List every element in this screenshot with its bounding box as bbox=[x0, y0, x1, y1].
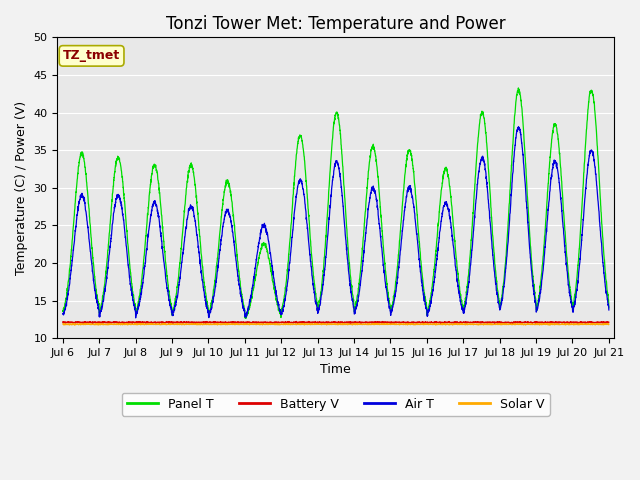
Air T bbox=[132, 315, 140, 321]
Air T bbox=[292, 193, 300, 199]
Battery V bbox=[595, 320, 602, 325]
Solar V bbox=[122, 321, 129, 327]
Solar V bbox=[512, 321, 520, 326]
Air T bbox=[536, 295, 543, 300]
Solar V bbox=[268, 321, 276, 327]
Panel T bbox=[595, 161, 602, 167]
Line: Air T: Air T bbox=[63, 127, 609, 318]
Battery V bbox=[59, 319, 67, 324]
Solar V bbox=[292, 321, 300, 327]
Air T bbox=[154, 208, 161, 214]
Air T bbox=[122, 232, 129, 238]
Battery V bbox=[122, 320, 129, 325]
Air T bbox=[605, 307, 612, 313]
Battery V bbox=[292, 320, 300, 325]
Battery V bbox=[536, 319, 543, 325]
Battery V bbox=[605, 319, 612, 325]
Panel T bbox=[292, 156, 300, 162]
Panel T bbox=[515, 85, 522, 91]
Panel T bbox=[241, 315, 249, 321]
Line: Battery V: Battery V bbox=[63, 322, 609, 324]
Air T bbox=[269, 264, 276, 269]
Panel T bbox=[122, 207, 129, 213]
Battery V bbox=[320, 321, 328, 326]
Battery V bbox=[268, 320, 276, 325]
Title: Tonzi Tower Met: Temperature and Power: Tonzi Tower Met: Temperature and Power bbox=[166, 15, 506, 33]
Text: TZ_tmet: TZ_tmet bbox=[63, 49, 120, 62]
Legend: Panel T, Battery V, Air T, Solar V: Panel T, Battery V, Air T, Solar V bbox=[122, 393, 550, 416]
Air T bbox=[595, 204, 602, 210]
Battery V bbox=[292, 319, 300, 324]
Battery V bbox=[154, 319, 161, 325]
X-axis label: Time: Time bbox=[321, 363, 351, 376]
Panel T bbox=[269, 278, 276, 284]
Y-axis label: Temperature (C) / Power (V): Temperature (C) / Power (V) bbox=[15, 101, 28, 275]
Line: Solar V: Solar V bbox=[63, 324, 609, 325]
Line: Panel T: Panel T bbox=[63, 88, 609, 318]
Panel T bbox=[59, 308, 67, 314]
Air T bbox=[59, 311, 67, 316]
Solar V bbox=[474, 322, 482, 328]
Solar V bbox=[595, 321, 602, 327]
Solar V bbox=[59, 321, 67, 327]
Solar V bbox=[154, 321, 161, 327]
Panel T bbox=[536, 288, 543, 294]
Panel T bbox=[154, 173, 161, 179]
Solar V bbox=[536, 322, 543, 328]
Panel T bbox=[605, 305, 612, 311]
Air T bbox=[515, 124, 522, 130]
Solar V bbox=[605, 322, 612, 327]
